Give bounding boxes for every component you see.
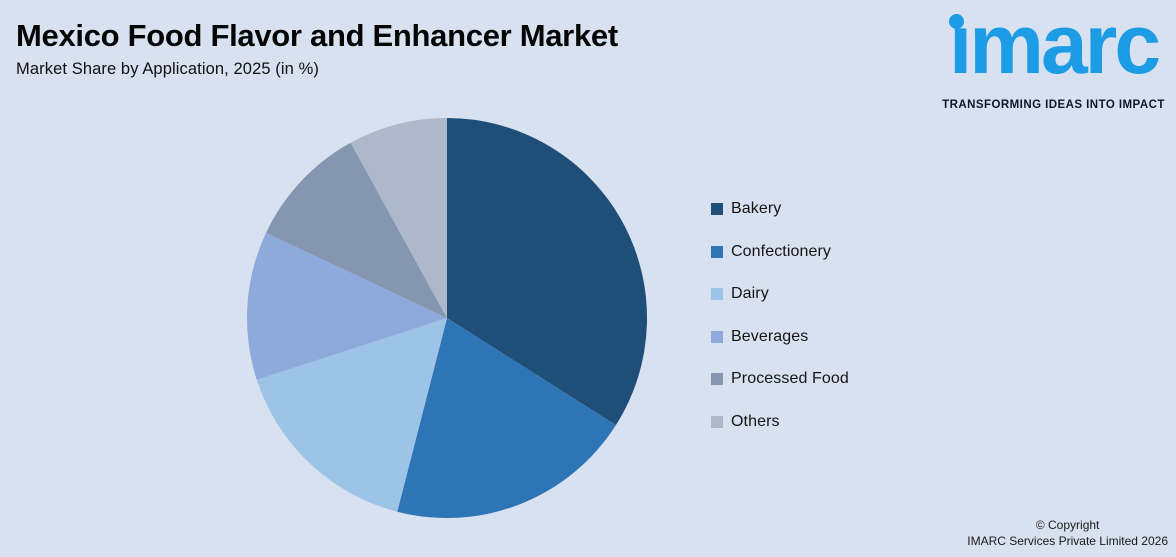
- pie-slice-beverages: [246, 232, 447, 380]
- legend-label: Dairy: [731, 285, 769, 303]
- legend-swatch-icon: [711, 203, 723, 216]
- pie-slice-dairy: [256, 318, 447, 512]
- copyright-line1: © Copyright: [1035, 517, 1100, 532]
- copyright-footer: © Copyright IMARC Services Private Limit…: [967, 517, 1168, 549]
- pie-chart-container: [237, 108, 657, 528]
- legend-swatch-icon: [711, 373, 723, 386]
- legend-swatch-icon: [711, 245, 723, 258]
- legend-swatch-icon: [711, 288, 723, 301]
- logo-wordmark: ımarc: [948, 0, 1161, 91]
- legend-swatch-icon: [711, 330, 723, 343]
- pie-slice-others: [350, 118, 447, 318]
- legend-item-dairy: Dairy: [711, 273, 849, 316]
- chart-legend: Bakery Confectionery Dairy Beverages Process…: [711, 188, 849, 443]
- imarc-logo: ımarc TRANSFORMING IDEAS INTO IMPACT: [936, 0, 1171, 111]
- header: Mexico Food Flavor and Enhancer Market M…: [16, 18, 618, 79]
- page-subtitle: Market Share by Application, 2025 (in %): [16, 59, 319, 78]
- pie-slice-confectionery: [397, 318, 616, 519]
- pie-slice-processed-food: [266, 142, 447, 318]
- legend-label: Processed Food: [731, 370, 849, 388]
- logo-tagline: TRANSFORMING IDEAS INTO IMPACT: [942, 99, 1165, 111]
- pie-chart: [246, 118, 648, 519]
- legend-label: Beverages: [731, 327, 809, 345]
- logo-i-dot-icon: [949, 14, 964, 29]
- legend-swatch-icon: [711, 415, 723, 428]
- copyright-line2: IMARC Services Private Limited 2026: [967, 533, 1168, 548]
- legend-item-confectionery: Confectionery: [711, 231, 849, 274]
- legend-label: Confectionery: [731, 242, 832, 260]
- legend-item-bakery: Bakery: [711, 188, 849, 231]
- legend-item-beverages: Beverages: [711, 316, 849, 359]
- legend-item-processed-food: Processed Food: [711, 358, 849, 401]
- page-title: Mexico Food Flavor and Enhancer Market: [16, 18, 618, 53]
- pie-slice-bakery: [447, 118, 648, 426]
- legend-label: Others: [731, 412, 780, 430]
- legend-item-others: Others: [711, 401, 849, 444]
- legend-label: Bakery: [731, 200, 782, 218]
